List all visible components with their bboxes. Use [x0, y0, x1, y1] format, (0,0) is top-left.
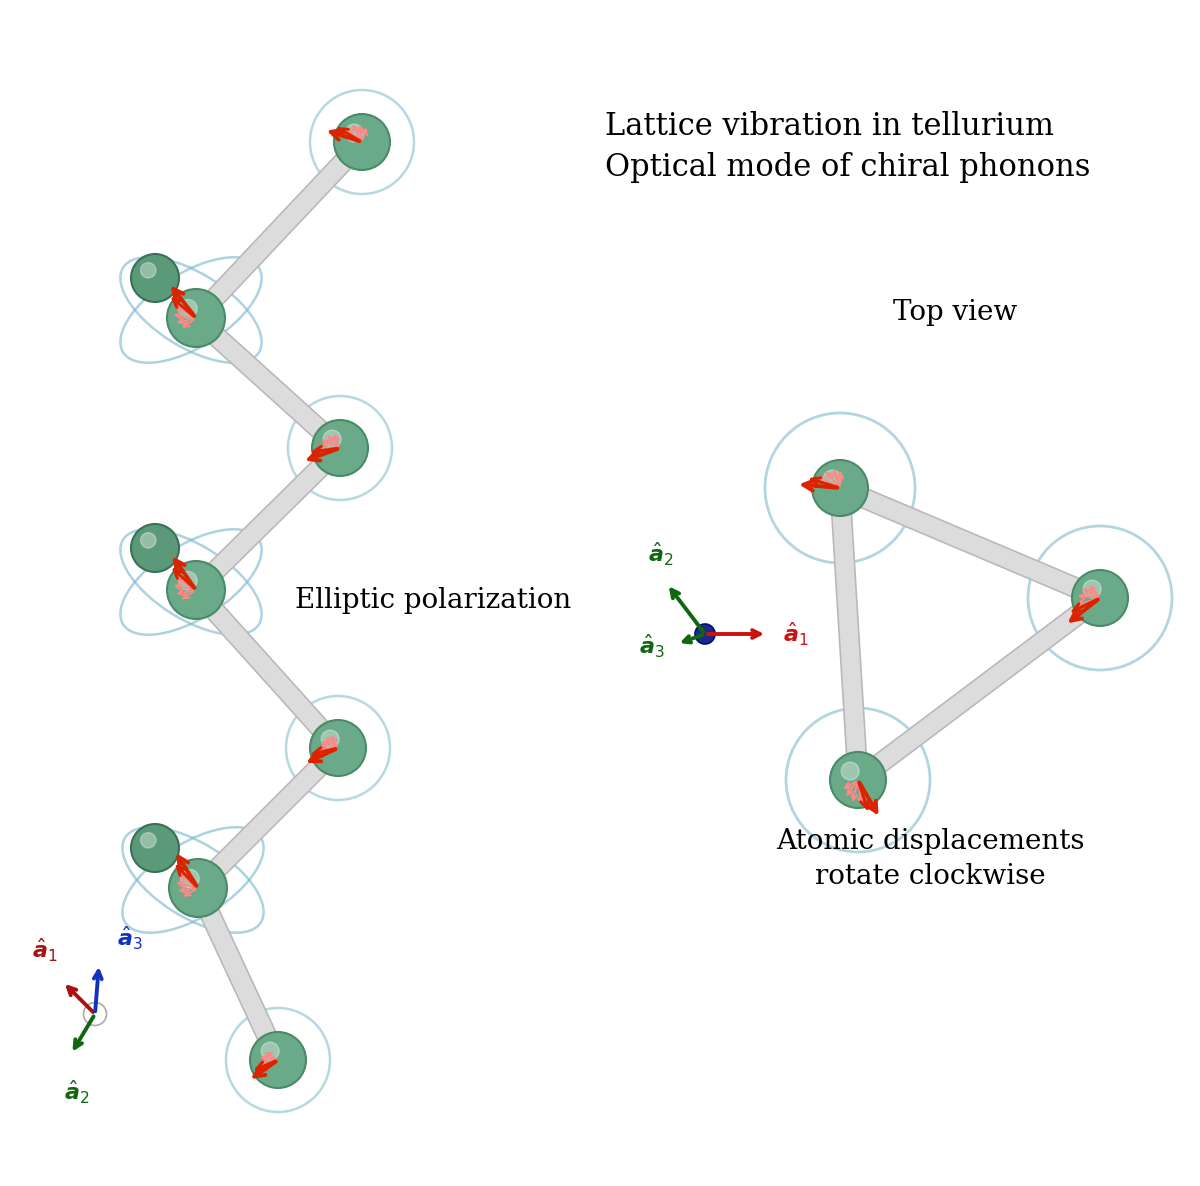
Circle shape [179, 572, 197, 589]
Circle shape [180, 869, 199, 888]
Circle shape [334, 114, 390, 170]
Text: Top view: Top view [893, 299, 1018, 326]
Text: $\hat{\boldsymbol{a}}_3$: $\hat{\boldsymbol{a}}_3$ [640, 632, 665, 659]
Circle shape [1072, 570, 1128, 626]
Text: Atomic displacements
rotate clockwise: Atomic displacements rotate clockwise [775, 828, 1085, 891]
Circle shape [1084, 580, 1102, 598]
Circle shape [84, 1002, 107, 1026]
Text: Lattice vibration in tellurium
Optical mode of chiral phonons: Lattice vibration in tellurium Optical m… [605, 111, 1091, 183]
Circle shape [131, 254, 179, 302]
Circle shape [179, 299, 197, 318]
Circle shape [131, 524, 179, 572]
Text: Elliptic polarization: Elliptic polarization [295, 587, 571, 614]
Circle shape [312, 420, 368, 476]
Circle shape [140, 262, 156, 278]
Circle shape [167, 561, 226, 619]
Circle shape [250, 1032, 306, 1088]
Circle shape [167, 289, 226, 347]
Circle shape [812, 460, 868, 516]
Circle shape [841, 763, 859, 780]
Circle shape [140, 533, 156, 548]
Text: $\hat{\boldsymbol{a}}_1$: $\hat{\boldsymbol{a}}_1$ [32, 937, 58, 964]
Circle shape [346, 125, 364, 142]
Text: $\hat{\boldsymbol{a}}_2$: $\hat{\boldsymbol{a}}_2$ [648, 541, 673, 568]
Circle shape [322, 731, 340, 748]
Circle shape [310, 720, 366, 776]
Circle shape [169, 859, 227, 917]
Circle shape [140, 833, 156, 848]
Circle shape [830, 752, 886, 808]
Circle shape [823, 470, 841, 487]
Circle shape [695, 624, 715, 644]
Text: $\hat{\boldsymbol{a}}_2$: $\hat{\boldsymbol{a}}_2$ [65, 1079, 90, 1107]
Circle shape [262, 1042, 280, 1060]
Text: $\hat{\boldsymbol{a}}_1$: $\hat{\boldsymbol{a}}_1$ [784, 620, 809, 648]
Circle shape [323, 431, 341, 448]
Text: $\hat{\boldsymbol{a}}_3$: $\hat{\boldsymbol{a}}_3$ [118, 925, 143, 952]
Circle shape [131, 824, 179, 872]
